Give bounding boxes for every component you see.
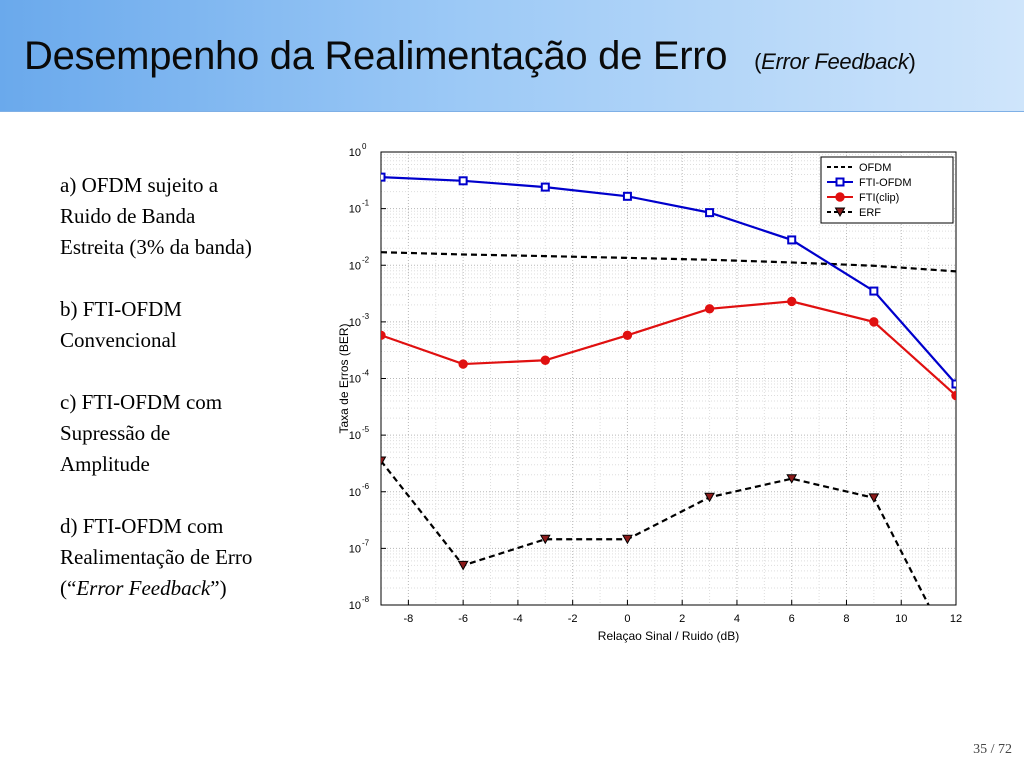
- y-tick-label: 10: [349, 204, 361, 216]
- series-line: [381, 300, 956, 397]
- legend-marker: [835, 192, 845, 202]
- data-point: [457, 560, 469, 571]
- data-point: [381, 330, 386, 340]
- x-tick-label: -4: [513, 613, 523, 625]
- y-tick-exponent: -5: [362, 425, 370, 434]
- data-point: [622, 330, 633, 340]
- list-item-a: a) OFDM sujeito a Ruido de Banda Estreit…: [60, 173, 252, 259]
- page-number: 35 / 72: [973, 742, 1012, 757]
- data-point: [787, 296, 797, 307]
- x-tick-label: 0: [624, 613, 630, 625]
- y-tick-exponent: -7: [362, 538, 370, 547]
- y-tick-exponent: -2: [362, 255, 370, 264]
- data-point: [868, 493, 880, 503]
- legend-marker: [835, 177, 845, 187]
- y-tick-label: 10: [349, 600, 361, 612]
- y-tick-exponent: -8: [362, 595, 370, 604]
- data-point: [869, 317, 879, 327]
- y-tick-label: 10: [349, 430, 361, 442]
- data-point: [622, 191, 632, 201]
- subtitle-italic: Error Feedback: [761, 49, 909, 74]
- data-point: [951, 379, 956, 389]
- x-tick-label: -8: [403, 613, 413, 625]
- legend-label: ERF: [859, 207, 881, 219]
- data-point: [787, 235, 797, 245]
- data-point: [381, 456, 387, 466]
- data-point: [540, 355, 550, 365]
- plot-area: [381, 152, 956, 605]
- slide-header: Desempenho da Realimentação de Erro (Err…: [0, 0, 1024, 112]
- y-tick-label: 10: [349, 487, 361, 499]
- data-point: [539, 534, 551, 545]
- x-axis-label: Relaçao Sinal / Ruido (dB): [598, 629, 739, 643]
- title-main: Desempenho da Realimentação de Erro: [24, 34, 728, 78]
- legend-label: FTI(clip): [859, 192, 899, 204]
- list-item-c: c) FTI-OFDM com Supressão de Amplitude: [60, 390, 223, 476]
- legend-label: FTI-OFDM: [859, 177, 912, 189]
- title-subtitle: (Error Feedback): [754, 49, 916, 74]
- x-tick-label: 10: [895, 613, 907, 625]
- y-tick-label: 10: [349, 543, 361, 555]
- data-point: [704, 492, 715, 503]
- bullet-list: a) OFDM sujeito a Ruido de Banda Estreit…: [60, 170, 320, 635]
- series-fti-ofdm: [381, 172, 956, 389]
- data-point: [622, 534, 633, 545]
- data-point: [704, 304, 715, 314]
- y-tick-exponent: -1: [362, 199, 370, 208]
- data-point: [458, 359, 468, 369]
- y-tick-exponent: -6: [362, 482, 370, 491]
- y-axis-label: Taxa de Erros (BER): [337, 323, 351, 433]
- series-line: [381, 176, 956, 385]
- y-tick-label: 10: [349, 147, 361, 159]
- legend: OFDM FTI-OFDM FTI(clip) ERF: [820, 156, 954, 224]
- list-item-b: b) FTI-OFDM Convencional: [60, 297, 182, 352]
- series-line: [381, 251, 956, 273]
- series-ofdm: [381, 251, 956, 273]
- x-tick-label: -6: [458, 613, 468, 625]
- x-tick-label: 6: [789, 613, 795, 625]
- data-point: [951, 390, 956, 401]
- x-tick-label: 8: [843, 613, 849, 625]
- y-tick-label: 10: [349, 260, 361, 272]
- y-tick-label: 10: [349, 317, 361, 329]
- y-tick-exponent: -3: [362, 312, 370, 321]
- data-point: [786, 474, 798, 484]
- slide-title: Desempenho da Realimentação de Erro (Err…: [24, 34, 916, 79]
- legend-label: OFDM: [859, 162, 891, 174]
- data-point: [458, 176, 468, 186]
- y-tick-exponent: -4: [362, 369, 370, 378]
- data-point: [705, 208, 715, 218]
- data-point: [540, 182, 550, 192]
- data-point: [381, 172, 386, 182]
- x-tick-label: 2: [679, 613, 685, 625]
- legend-marker: [834, 207, 846, 218]
- y-tick-label: 10: [349, 374, 361, 386]
- series-erf: [381, 456, 930, 605]
- x-tick-label: 12: [950, 613, 962, 625]
- series-fti-clip-: [381, 296, 956, 401]
- ber-chart: -8 -6 -4 -2 0 2 4 6 8 10 1210010-110-210-310-410-5…: [337, 142, 962, 643]
- y-tick-exponent: 0: [362, 142, 367, 151]
- x-tick-label: 4: [734, 613, 740, 625]
- list-item-d: d) FTI-OFDM com Realimentação de Erro (“…: [60, 514, 253, 600]
- data-point: [869, 286, 879, 296]
- x-tick-label: -2: [568, 613, 578, 625]
